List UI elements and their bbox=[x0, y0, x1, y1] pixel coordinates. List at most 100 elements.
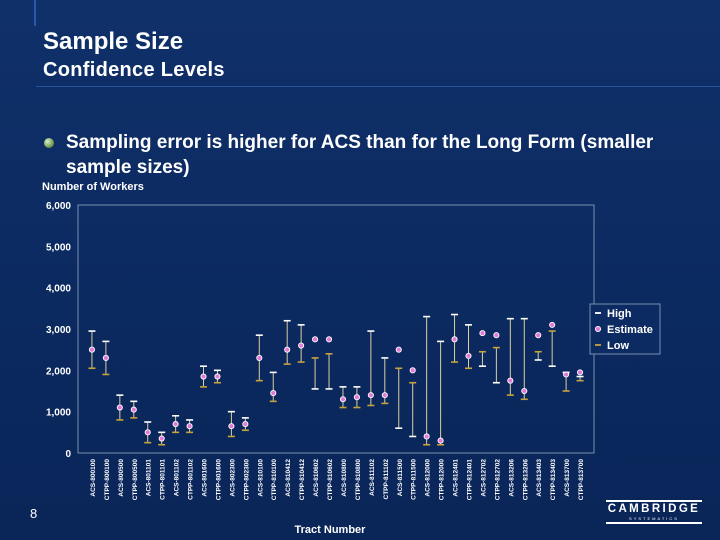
x-axis-label: Tract Number bbox=[295, 524, 367, 536]
title-accent-line bbox=[34, 0, 36, 26]
y-tick-label: 0 bbox=[65, 449, 71, 460]
x-tick-label: CTPP-811500 bbox=[411, 459, 418, 500]
x-tick-label: CTPP-802300 bbox=[243, 459, 250, 501]
estimate-point bbox=[158, 435, 165, 442]
x-tick-label: CTPP-801600 bbox=[215, 459, 222, 501]
slide-title: Sample Size bbox=[43, 28, 184, 55]
y-axis: 0 1,000 2,000 3,000 4,000 5,000 6,000 bbox=[46, 201, 71, 460]
x-tick-label: ACS-811500 bbox=[397, 459, 404, 497]
x-tick-label: ACS-813403 bbox=[536, 459, 543, 497]
legend-label-estimate: Estimate bbox=[607, 324, 653, 336]
slide-number: 8 bbox=[30, 506, 38, 521]
legend: High Estimate Low bbox=[589, 303, 661, 355]
x-tick-label: ACS-810100 bbox=[257, 459, 264, 497]
x-tick-label: CTPP-812702 bbox=[494, 459, 501, 501]
estimate-point bbox=[325, 336, 333, 343]
x-tick-label: CTPP-812401 bbox=[466, 459, 473, 501]
title-divider bbox=[36, 86, 720, 87]
estimate-point bbox=[409, 367, 416, 374]
estimate-point bbox=[214, 373, 221, 380]
estimate-point bbox=[367, 392, 374, 399]
estimate-point bbox=[493, 332, 500, 339]
y-tick-label: 6,000 bbox=[46, 201, 71, 212]
x-tick-label: ACS-801600 bbox=[202, 459, 209, 497]
estimate-point bbox=[130, 406, 137, 413]
estimate-point bbox=[577, 369, 584, 376]
x-tick-label: CTPP-800500 bbox=[132, 459, 139, 501]
estimate-point bbox=[535, 332, 542, 339]
legend-box bbox=[589, 303, 661, 355]
logo-word: CAMBRIDGE bbox=[607, 503, 701, 515]
x-tick-label: ACS-801102 bbox=[174, 459, 181, 497]
estimate-point bbox=[507, 377, 514, 384]
estimate-point bbox=[102, 354, 109, 361]
legend-estimate-marker bbox=[594, 325, 602, 333]
company-logo: CAMBRIDGE SYSTEMATICS bbox=[606, 500, 702, 524]
estimate-point bbox=[465, 352, 472, 359]
x-tick-label: ACS-813206 bbox=[508, 459, 515, 497]
x-tick-label: CTPP-811102 bbox=[383, 459, 390, 500]
estimate-point bbox=[242, 421, 249, 428]
estimate-point bbox=[437, 437, 444, 444]
estimate-point bbox=[172, 421, 179, 428]
estimate-point bbox=[479, 330, 486, 337]
plot-area bbox=[77, 204, 595, 454]
x-tick-label: CTPP-813700 bbox=[578, 459, 585, 501]
y-tick-label: 4,000 bbox=[46, 284, 71, 295]
legend-label-low: Low bbox=[607, 340, 629, 352]
estimate-point bbox=[116, 404, 123, 411]
x-tick-label: ACS-812401 bbox=[453, 459, 460, 497]
x-tick-label: CTPP-801102 bbox=[188, 459, 195, 500]
y-tick-label: 1,000 bbox=[46, 408, 71, 419]
x-axis: ACS-800100 CTPP-800100 ACS-800500 CTPP-8005… bbox=[90, 459, 585, 501]
estimate-point bbox=[521, 387, 528, 395]
y-tick-label: 2,000 bbox=[46, 366, 71, 377]
estimate-point bbox=[200, 373, 207, 380]
y-tick-label: 5,000 bbox=[46, 242, 71, 253]
x-tick-label: CTPP-813206 bbox=[522, 459, 529, 501]
x-tick-label: CTPP-810602 bbox=[327, 459, 334, 501]
y-tick-label: 3,000 bbox=[46, 325, 71, 336]
x-tick-label: CTPP-810800 bbox=[355, 459, 362, 501]
x-tick-label: ACS-800100 bbox=[90, 459, 97, 497]
x-tick-label: ACS-810412 bbox=[285, 459, 292, 497]
estimate-point bbox=[284, 346, 291, 353]
x-tick-label: ACS-810602 bbox=[313, 459, 320, 497]
x-tick-label: ACS-800500 bbox=[118, 459, 125, 497]
logo-subword: SYSTEMATICS bbox=[629, 516, 679, 521]
estimate-point bbox=[298, 342, 305, 349]
x-tick-label: ACS-812000 bbox=[425, 459, 432, 497]
x-tick-label: CTPP-810100 bbox=[271, 459, 278, 501]
x-tick-label: CTPP-810412 bbox=[299, 459, 306, 501]
x-tick-label: ACS-810800 bbox=[341, 459, 348, 497]
x-tick-label: ACS-801101 bbox=[146, 459, 153, 497]
estimate-point bbox=[451, 336, 458, 343]
x-tick-label: ACS-813700 bbox=[564, 459, 571, 497]
estimate-point bbox=[381, 392, 388, 399]
estimate-point bbox=[88, 346, 95, 353]
estimate-point bbox=[339, 396, 347, 403]
estimate-point bbox=[353, 394, 360, 401]
x-tick-label: CTPP-812000 bbox=[439, 459, 446, 501]
estimate-point bbox=[395, 346, 402, 353]
estimate-point bbox=[186, 423, 193, 430]
estimate-point bbox=[144, 429, 151, 436]
chart-marks bbox=[88, 313, 584, 446]
estimate-point bbox=[563, 371, 570, 378]
x-tick-label: ACS-802300 bbox=[229, 459, 236, 497]
x-tick-label: CTPP-800100 bbox=[104, 459, 111, 501]
x-tick-label: ACS-812702 bbox=[480, 459, 487, 497]
estimate-point bbox=[228, 423, 235, 430]
slide-subtitle: Confidence Levels bbox=[43, 59, 225, 81]
x-tick-label: CTPP-801101 bbox=[160, 459, 167, 500]
x-tick-label: CTPP-813403 bbox=[550, 459, 557, 501]
estimate-point bbox=[549, 321, 556, 328]
estimate-point bbox=[270, 390, 277, 397]
estimate-point bbox=[423, 433, 430, 440]
bullet-text: Sampling error is higher for ACS than fo… bbox=[66, 132, 654, 178]
estimate-point bbox=[256, 354, 263, 361]
y-axis-label: Number of Workers bbox=[42, 181, 144, 193]
x-tick-label: ACS-811102 bbox=[369, 459, 376, 496]
bullet-icon bbox=[44, 138, 54, 148]
